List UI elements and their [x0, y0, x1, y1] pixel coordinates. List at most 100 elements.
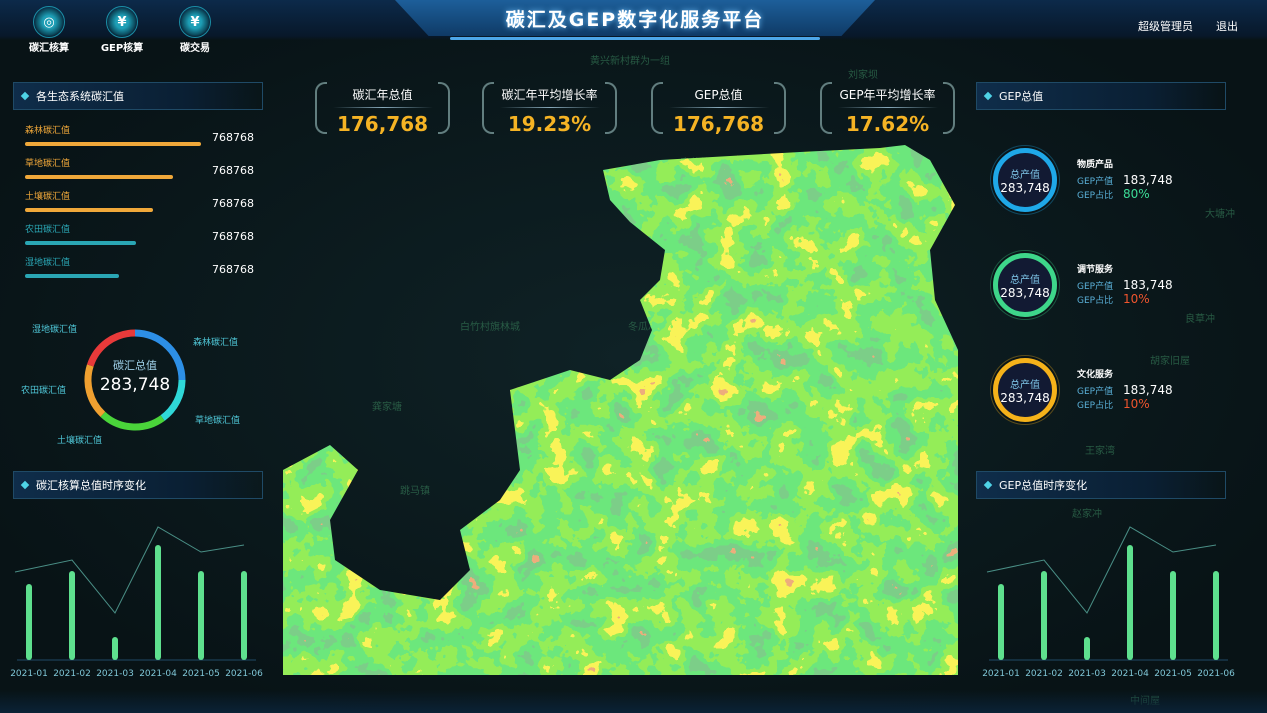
- gep-share: 80%: [1123, 187, 1150, 201]
- kpi-value: 176,768: [336, 112, 429, 136]
- trend-line: [14, 526, 245, 614]
- carbon-total-donut: [84, 329, 186, 431]
- eco-bar-value: 768768: [212, 131, 254, 144]
- gep-share-label: GEP占比: [1077, 400, 1114, 411]
- trend-line: [986, 526, 1217, 614]
- ring-label: 总产值: [1010, 274, 1040, 286]
- map-place-label: 胡家旧屋: [1150, 356, 1190, 367]
- nav-carbon-trade[interactable]: ¥ 碳交易: [170, 6, 220, 54]
- eco-bar: [25, 142, 201, 146]
- gep-value: 183,748: [1123, 278, 1173, 292]
- bar: [1084, 637, 1090, 660]
- gep-share: 10%: [1123, 397, 1150, 411]
- bar: [155, 545, 161, 660]
- bar: [1127, 545, 1133, 660]
- carbon-timeseries-chart: 2021-01 2021-02 2021-03 2021-04 2021-05 2021-…: [10, 526, 263, 679]
- user-menu[interactable]: 超级管理员: [1138, 20, 1193, 33]
- panel-title: 碳汇核算总值时序变化: [36, 479, 146, 492]
- gep-info: 文化服务 GEP产值 183,748 GEP占比 10%: [1077, 367, 1173, 411]
- map-place-label: 冬瓜冲: [628, 322, 658, 333]
- kpi-label: GEP总值: [694, 88, 743, 102]
- nav-label: GEP核算: [100, 43, 144, 54]
- bar: [241, 571, 247, 660]
- eco-bar-value: 768768: [212, 230, 254, 243]
- eco-bar-label: 草地碳汇值: [25, 159, 71, 169]
- x-tick-label: 2021-05: [182, 669, 220, 679]
- x-tick-label: 2021-04: [1111, 669, 1149, 679]
- page-title: 碳汇及GEP数字化服务平台: [505, 8, 765, 31]
- bracket-right: [438, 82, 450, 134]
- map-place-label: 大塘冲: [1205, 209, 1235, 220]
- eco-bar-label: 土壤碳汇值: [25, 192, 71, 202]
- eco-bar: [25, 274, 120, 278]
- bar: [998, 584, 1004, 660]
- bar: [1213, 571, 1219, 660]
- ring-value: 283,748: [1000, 180, 1050, 195]
- gep-timeseries-header: GEP总值时序变化: [976, 471, 1226, 499]
- bracket-right: [605, 82, 617, 134]
- donut-segment: [86, 329, 136, 367]
- eco-bar-row: 湿地碳汇值 768768: [25, 255, 260, 278]
- gep-ring: 总产值 283,748: [993, 358, 1057, 422]
- ring-value: 283,748: [1000, 390, 1050, 405]
- nav-carbon-calc[interactable]: ◎ 碳汇核算: [24, 6, 74, 54]
- title-banner: 碳汇及GEP数字化服务平台: [395, 0, 875, 36]
- donut-label: 农田碳汇值: [21, 386, 67, 396]
- kpi-value: 19.23%: [507, 112, 592, 136]
- donut-label: 湿地碳汇值: [32, 325, 78, 335]
- ring-value: 283,748: [1000, 285, 1050, 300]
- panel-title: 各生态系统碳汇值: [36, 90, 124, 103]
- bracket-right: [774, 82, 786, 134]
- gep-category: 物质产品: [1077, 160, 1114, 170]
- x-tick-label: 2021-03: [1068, 669, 1106, 679]
- x-tick-label: 2021-01: [10, 669, 48, 679]
- nav-label: 碳汇核算: [29, 43, 69, 54]
- bar: [1170, 571, 1176, 660]
- gep-value-label: GEP产值: [1077, 281, 1114, 292]
- eco-bar-value: 768768: [212, 164, 254, 177]
- diamond-icon: [983, 91, 993, 101]
- gep-ledger-icon: ¥: [106, 6, 138, 38]
- yuan-coin-icon: ¥: [179, 6, 211, 38]
- map-place-label: 刘家坝: [848, 70, 878, 81]
- eco-bar-row: 森林碳汇值 768768: [25, 123, 260, 146]
- donut-segment: [134, 329, 186, 381]
- panel-title: GEP总值时序变化: [999, 479, 1088, 492]
- nav-gep-calc[interactable]: ¥ GEP核算: [97, 6, 147, 54]
- diamond-icon: [983, 480, 993, 490]
- bracket-left: [820, 82, 832, 134]
- map-place-label: 王家湾: [1085, 446, 1115, 457]
- logout-button[interactable]: 退出: [1216, 20, 1238, 33]
- eco-bar-label: 湿地碳汇值: [25, 258, 71, 268]
- x-tick-label: 2021-02: [1025, 669, 1063, 679]
- diamond-icon: [20, 480, 30, 490]
- kpi-divider: [837, 107, 938, 108]
- x-tick-label: 2021-03: [96, 669, 134, 679]
- x-tick-label: 2021-01: [982, 669, 1020, 679]
- kpi-card: 碳汇年平均增长率 19.23%: [482, 82, 617, 137]
- carbon-calc-icon: ◎: [33, 6, 65, 38]
- eco-bar: [25, 241, 136, 245]
- gep-share-label: GEP占比: [1077, 295, 1114, 306]
- ring-label: 总产值: [1010, 169, 1040, 181]
- gep-value: 183,748: [1123, 173, 1173, 187]
- map-place-label: 跳马镇: [400, 486, 430, 497]
- bar: [69, 571, 75, 660]
- donut-segment: [84, 364, 106, 417]
- gep-info: 调节服务 GEP产值 183,748 GEP占比 10%: [1077, 262, 1173, 306]
- bracket-right: [943, 82, 955, 134]
- kpi-label: 碳汇年平均增长率: [501, 88, 598, 102]
- x-tick-label: 2021-06: [1197, 669, 1235, 679]
- bar: [1041, 571, 1047, 660]
- gep-value: 183,748: [1123, 383, 1173, 397]
- kpi-divider: [332, 107, 433, 108]
- x-tick-label: 2021-04: [139, 669, 177, 679]
- gep-share: 10%: [1123, 292, 1150, 306]
- bracket-left: [315, 82, 327, 134]
- gep-ring: 总产值 283,748: [993, 148, 1057, 212]
- map-place-label: 龚家塘: [372, 402, 402, 413]
- map-place-label: 白竹村旗林城: [460, 322, 520, 333]
- gep-category: 调节服务: [1077, 265, 1114, 275]
- x-tick-label: 2021-02: [53, 669, 91, 679]
